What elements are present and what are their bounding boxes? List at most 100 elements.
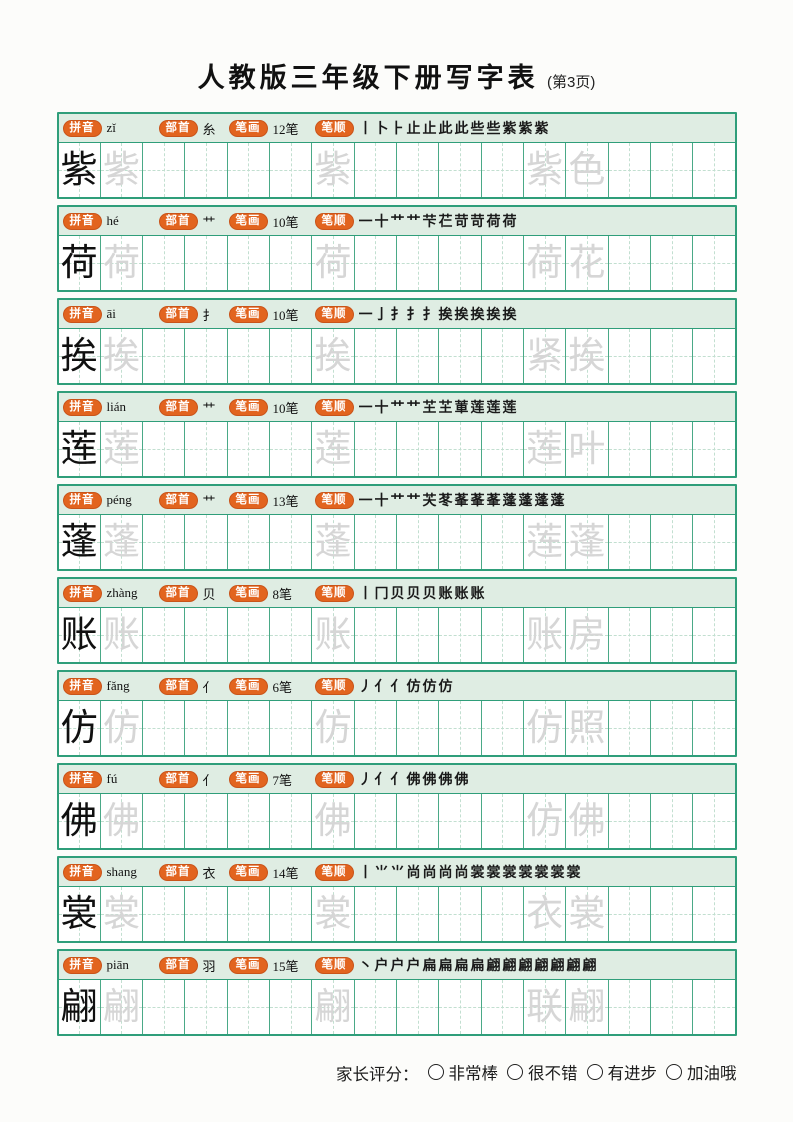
character-rows: 拼音 zǐ 部首 糸 笔画 12笔 笔顺 丨卜⺊止止此此些些紫紫紫 紫紫紫紫色 … [56, 112, 737, 1036]
practice-cell: 荷 [312, 236, 355, 290]
practice-cell [227, 515, 271, 569]
practice-cell: 荷 [523, 236, 567, 290]
worksheet-page: 人教版三年级下册写字表 (第3页) 拼音 zǐ 部首 糸 笔画 12笔 笔顺 丨… [56, 0, 737, 1085]
character-row: 拼音 lián 部首 艹 笔画 10笔 笔顺 一十艹艹芏芏莗莲莲莲 莲莲莲莲叶 [56, 391, 737, 478]
stroke-order-badge: 笔顺 [314, 305, 354, 323]
practice-cell [650, 980, 694, 1034]
practice-cell [270, 143, 313, 197]
trace-character: 紫 [314, 149, 352, 191]
rating-circle-icon[interactable] [586, 1064, 603, 1080]
stroke-order-group: 笔顺 丨⺌⺌尚尚尚尚裳裳裳裳裳裳裳 [314, 862, 735, 882]
rating-circle-icon[interactable] [427, 1064, 444, 1080]
trace-character: 挨 [314, 335, 352, 377]
character-row: 拼音 shang 部首 衣 笔画 14笔 笔顺 丨⺌⺌尚尚尚尚裳裳裳裳裳裳裳 裳… [56, 856, 737, 943]
stroke-count-badge: 笔画 [228, 584, 268, 602]
practice-cell [397, 329, 440, 383]
practice-cell [185, 608, 228, 662]
trace-character: 房 [568, 614, 606, 656]
practice-cell: 荷 [58, 236, 101, 290]
practice-cell [693, 701, 735, 755]
stroke-count-badge: 笔画 [228, 398, 268, 416]
pinyin-badge: 拼音 [62, 491, 102, 509]
pinyin-badge: 拼音 [62, 212, 102, 230]
character-row: 拼音 hé 部首 艹 笔画 10笔 笔顺 一十艹艹芐芢苛苛荷荷 荷荷荷荷花 [56, 205, 737, 292]
stroke-count-badge: 笔画 [228, 956, 268, 974]
character-row: 拼音 péng 部首 艹 笔画 13笔 笔顺 一十艹艹芖苳莑莑莑蓬蓬蓬蓬 蓬蓬蓬… [56, 484, 737, 571]
practice-cell [650, 422, 694, 476]
practice-cell [481, 701, 524, 755]
trace-character: 衣 [526, 893, 564, 935]
radical-badge: 部首 [158, 584, 198, 602]
practice-cell [185, 980, 228, 1034]
pinyin-group: 拼音 lián [62, 398, 159, 416]
pinyin-group: 拼音 zǐ [62, 119, 159, 137]
trace-character: 佛 [568, 800, 606, 842]
trace-character: 仿 [102, 707, 140, 749]
trace-character: 账 [102, 614, 140, 656]
trace-character: 裳 [314, 893, 352, 935]
practice-cell [354, 794, 397, 848]
practice-cell [481, 236, 524, 290]
stroke-count-badge: 笔画 [228, 770, 268, 788]
practice-cell [143, 143, 186, 197]
character-row: 拼音 fǎng 部首 亻 笔画 6笔 笔顺 丿亻亻仿仿仿 仿仿仿仿照 [56, 670, 737, 757]
practice-cell [185, 422, 228, 476]
practice-cell: 莲 [58, 422, 101, 476]
practice-cell [397, 236, 440, 290]
trace-character: 蓬 [314, 521, 352, 563]
pinyin-badge: 拼音 [62, 398, 102, 416]
practice-cell [143, 887, 186, 941]
radical-badge: 部首 [158, 863, 198, 881]
practice-cell: 佛 [312, 794, 355, 848]
rating-option: 很不错 [507, 1060, 578, 1084]
radical-badge: 部首 [158, 398, 198, 416]
pinyin-group: 拼音 shang [62, 863, 159, 881]
trace-character: 佛 [314, 800, 352, 842]
trace-character: 账 [314, 614, 352, 656]
trace-character: 仿 [314, 707, 352, 749]
practice-cell [439, 980, 482, 1034]
trace-character: 紫 [526, 149, 564, 191]
pinyin-value: āi [106, 306, 116, 321]
practice-cell [354, 887, 397, 941]
rating-option: 加油哦 [666, 1060, 737, 1084]
practice-cell [693, 980, 735, 1034]
row-header: 拼音 zhàng 部首 贝 笔画 8笔 笔顺 丨冂贝贝贝账账账 [58, 579, 735, 608]
radical-badge: 部首 [158, 305, 198, 323]
trace-character: 翩 [568, 986, 606, 1028]
rating-circle-icon[interactable] [507, 1064, 523, 1080]
pinyin-group: 拼音 fǎng [62, 677, 159, 695]
practice-cell: 蓬 [58, 515, 101, 569]
stroke-order-group: 笔顺 一亅扌扌扌挨挨挨挨挨 [314, 304, 735, 324]
page-header: 人教版三年级下册写字表 (第3页) [57, 0, 737, 95]
row-header: 拼音 shang 部首 衣 笔画 14笔 笔顺 丨⺌⺌尚尚尚尚裳裳裳裳裳裳裳 [58, 858, 735, 887]
stroke-count-badge: 笔画 [228, 863, 268, 881]
practice-cell [693, 608, 735, 662]
practice-cell: 衣 [523, 887, 567, 941]
stroke-count-badge: 笔画 [228, 212, 268, 230]
trace-character: 账 [526, 614, 564, 656]
stroke-order-sequence: 一十艹艹芐芢苛苛荷荷 [358, 215, 519, 230]
character-row: 拼音 āi 部首 扌 笔画 10笔 笔顺 一亅扌扌扌挨挨挨挨挨 挨挨挨紧挨 [56, 298, 737, 385]
example-character: 仿 [60, 707, 98, 749]
practice-cell: 挨 [100, 329, 144, 383]
trace-character: 荷 [314, 242, 352, 284]
trace-character: 叶 [568, 428, 606, 470]
practice-cell [270, 422, 313, 476]
practice-cell [354, 515, 397, 569]
rating-label: 家长评分： [336, 1065, 419, 1084]
practice-cell [481, 422, 524, 476]
practice-grid: 莲莲莲莲叶 [58, 422, 735, 476]
practice-cell [185, 794, 228, 848]
practice-cell [693, 329, 735, 383]
rating-option: 有进步 [586, 1060, 657, 1084]
row-header: 拼音 hé 部首 艹 笔画 10笔 笔顺 一十艹艹芐芢苛苛荷荷 [58, 207, 735, 236]
radical-group: 部首 羽 [158, 956, 229, 975]
stroke-count-value: 8笔 [272, 586, 293, 602]
practice-cell [270, 236, 313, 290]
practice-cell: 账 [100, 608, 144, 662]
trace-character: 花 [568, 242, 606, 284]
rating-circle-icon[interactable] [666, 1064, 682, 1080]
practice-cell [439, 143, 482, 197]
stroke-order-sequence: 丨冂贝贝贝账账账 [358, 587, 487, 602]
